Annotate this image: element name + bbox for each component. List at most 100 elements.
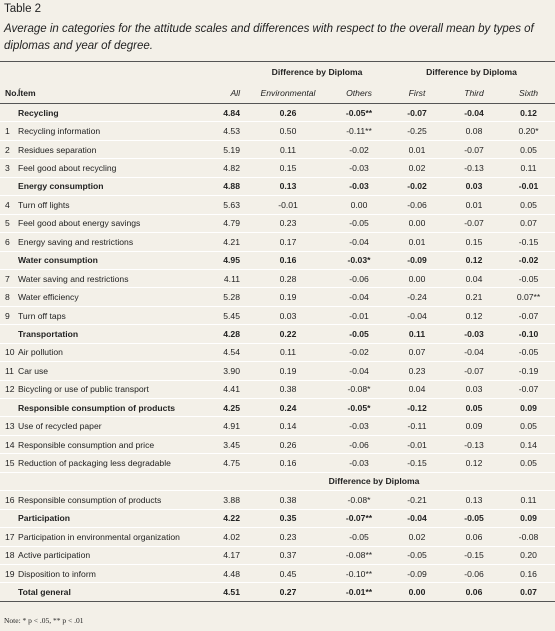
cell-value: 0.14 <box>246 416 330 436</box>
item-name: Water consumption <box>18 251 218 270</box>
item-number: 7 <box>0 269 18 289</box>
item-name: Car use <box>18 361 218 381</box>
cell-value: 0.23 <box>388 361 447 381</box>
item-row: 10 Air pollution 4.54 0.11 -0.02 0.07 -0.04 -0.… <box>0 343 555 363</box>
column-header: All <box>218 82 246 104</box>
cell-value: 0.19 <box>246 287 330 307</box>
data-table: Difference by Diploma Difference by Diplo… <box>0 61 555 602</box>
cell-value: 0.12 <box>446 306 503 326</box>
cell-value: 0.09 <box>446 416 503 436</box>
cell-value: 0.19 <box>246 361 330 381</box>
item-row: 18 Active participation 4.17 0.37 -0.08** -0.… <box>0 546 555 565</box>
item-number: 10 <box>0 343 18 363</box>
cell-value: -0.07 <box>446 140 503 160</box>
cell-value: 0.01 <box>446 195 503 215</box>
cell-value: -0.04 <box>446 103 503 123</box>
cell-value: -0.05 <box>330 324 389 344</box>
cell-value: 0.00 <box>388 582 447 602</box>
column-header: Environmental <box>246 82 330 104</box>
cell-value: 0.02 <box>388 158 447 178</box>
cell-value: 0.09 <box>502 398 555 418</box>
cell-value: 4.21 <box>218 232 246 252</box>
cell-value: 0.45 <box>246 564 330 584</box>
column-header: No. <box>0 82 18 104</box>
cell-value: -0.09 <box>388 564 447 584</box>
cell-value: 0.05 <box>502 195 555 215</box>
cell-value: -0.07 <box>502 380 555 400</box>
item-number: 4 <box>0 195 18 215</box>
cell-value: 0.02 <box>388 527 447 547</box>
cell-value: -0.08* <box>330 490 389 510</box>
cell-value: 4.48 <box>218 564 246 584</box>
item-number: 5 <box>0 214 18 234</box>
item-number: 19 <box>0 564 18 584</box>
cell-value: 0.26 <box>246 103 330 123</box>
cell-value: -0.10** <box>330 564 389 584</box>
cell-value: -0.05* <box>330 398 389 418</box>
cell-value: 4.28 <box>218 324 246 344</box>
group-header-row: Difference by Diploma <box>0 472 555 492</box>
item-row: 13 Use of recycled paper 4.91 0.14 -0.03 -0.1… <box>0 416 555 436</box>
cell-value: 0.11 <box>246 140 330 160</box>
item-name: Responsible consumption of products <box>18 490 218 510</box>
category-row: Total general 4.51 0.27 -0.01** 0.00 0.06 0.07 <box>0 582 555 602</box>
blank <box>0 472 246 492</box>
cell-value: -0.04 <box>330 287 389 307</box>
item-name: Total general <box>18 582 218 602</box>
cell-value: 5.19 <box>218 140 246 160</box>
cell-value: 0.03 <box>446 380 503 400</box>
cell-value: -0.09 <box>388 251 447 270</box>
column-header: Ítem <box>18 82 218 104</box>
cell-value: -0.03 <box>330 416 389 436</box>
item-number: 18 <box>0 546 18 565</box>
blank <box>0 251 18 270</box>
cell-value: 3.88 <box>218 490 246 510</box>
cell-value: -0.02 <box>388 177 447 197</box>
cell-value: 0.12 <box>446 453 503 473</box>
column-header: Sixth <box>502 82 555 104</box>
cell-value: -0.11 <box>388 416 447 436</box>
cell-value: 3.90 <box>218 361 246 381</box>
item-row: 5 Feel good about energy savings 4.79 0.23-… <box>0 214 555 234</box>
column-header-row: No. Ítem All Environmental Others First Third S… <box>0 82 555 104</box>
cell-value: -0.13 <box>446 158 503 178</box>
cell-value: 0.07 <box>502 214 555 234</box>
category-row: Transportation 4.28 0.22 -0.05 0.11 -0.03 -0.1… <box>0 324 555 344</box>
category-row: Participation 4.22 0.35 -0.07** -0.04 -0.05 0.… <box>0 509 555 529</box>
cell-value: 0.01 <box>388 140 447 160</box>
item-number: 11 <box>0 361 18 381</box>
item-row: 15 Reduction of packaging less degradable… <box>0 453 555 473</box>
item-name: Responsible consumption of products <box>18 398 218 418</box>
category-row: Responsible consumption of products 4.25 0… <box>0 398 555 418</box>
item-name: Energy consumption <box>18 177 218 197</box>
cell-value: 5.28 <box>218 287 246 307</box>
cell-value: 4.75 <box>218 453 246 473</box>
cell-value: 0.23 <box>246 214 330 234</box>
cell-value: -0.07** <box>330 509 389 529</box>
item-name: Water efficiency <box>18 287 218 307</box>
cell-value: -0.21 <box>388 490 447 510</box>
cell-value: -0.05 <box>502 343 555 363</box>
cell-value: 0.05 <box>502 140 555 160</box>
group-header-row: Difference by Diploma Difference by Diplo… <box>0 62 555 83</box>
cell-value: 0.21 <box>446 287 503 307</box>
cell-value: -0.02 <box>502 251 555 270</box>
item-number: 15 <box>0 453 18 473</box>
item-number: 2 <box>0 140 18 160</box>
item-row: 14 Responsible consumption and price 3.45 0… <box>0 435 555 455</box>
cell-value: 0.05 <box>502 416 555 436</box>
cell-value: 4.02 <box>218 527 246 547</box>
cell-value: 0.01 <box>388 232 447 252</box>
cell-value: -0.07 <box>388 103 447 123</box>
cell-value: -0.06 <box>330 435 389 455</box>
cell-value: -0.04 <box>330 361 389 381</box>
cell-value: -0.05 <box>502 269 555 289</box>
item-row: 12 Bicycling or use of public transport 4.… <box>0 380 555 400</box>
group-header: Difference by Diploma <box>426 67 517 77</box>
cell-value: -0.06 <box>446 564 503 584</box>
cell-value: -0.07 <box>502 306 555 326</box>
cell-value: 0.22 <box>246 324 330 344</box>
cell-value: 0.07 <box>502 582 555 602</box>
cell-value: -0.03 <box>330 177 389 197</box>
cell-value: 0.38 <box>246 490 330 510</box>
